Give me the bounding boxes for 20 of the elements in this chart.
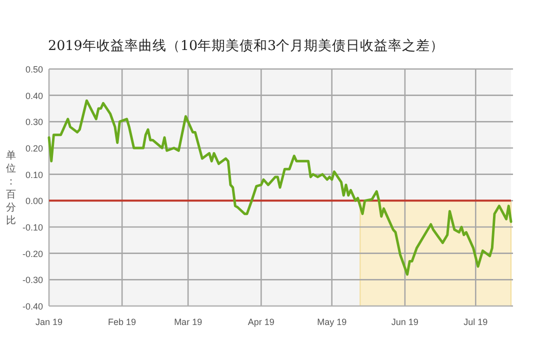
- x-tick-label: Jul 19: [464, 317, 488, 327]
- y-tick-label: 0.20: [25, 144, 43, 154]
- line-series: [48, 99, 512, 276]
- y-axis-title: 单位：百分比: [6, 150, 16, 226]
- y-tick-label: -0.30: [22, 275, 43, 286]
- x-tick-label: Jun 19: [391, 317, 418, 327]
- x-tick-label: Jan 19: [35, 317, 63, 327]
- x-tick-label: Apr 19: [248, 317, 274, 327]
- y-tick-label: -0.10: [22, 222, 43, 232]
- y-tick-label: -0.20: [22, 248, 43, 259]
- y-tick-label: 0.30: [25, 117, 43, 128]
- x-tick-label: May 19: [317, 317, 347, 327]
- x-tick-label: Mar 19: [174, 317, 202, 327]
- y-tick-label: 0.50: [25, 64, 43, 74]
- y-tick-label: -0.40: [22, 302, 43, 312]
- y-tick-label: 0.00: [25, 196, 43, 206]
- x-tick-label: Feb 19: [108, 317, 136, 327]
- chart-title: 2019年收益率曲线（10年期美债和3个月期美债日收益率之差）: [48, 38, 444, 54]
- y-tick-label: 0.10: [25, 170, 43, 180]
- y-tick-label: 0.40: [25, 90, 43, 101]
